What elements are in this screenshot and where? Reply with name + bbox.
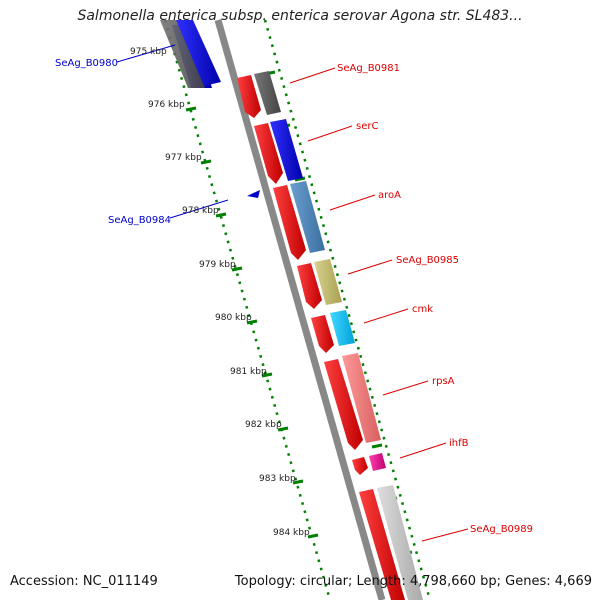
label-callout-lines bbox=[116, 44, 469, 542]
gene-label-rpsA[interactable]: rpsA bbox=[432, 376, 455, 387]
gene-label-ihfB[interactable]: ihfB bbox=[449, 438, 469, 449]
gene-label-cmk[interactable]: cmk bbox=[412, 304, 433, 315]
gene-SeAg_B0981-block[interactable] bbox=[237, 71, 281, 118]
genome-title: Salmonella enterica subsp. enterica sero… bbox=[77, 8, 523, 24]
ruler-label-3: 978 kbp bbox=[182, 206, 219, 216]
gene-SeAg_B0989-block[interactable] bbox=[359, 485, 423, 600]
ruler-label-1: 976 kbp bbox=[148, 100, 185, 110]
genome-stats-label: Topology: circular; Length: 4,798,660 bp… bbox=[234, 574, 592, 589]
outer-ring-right bbox=[263, 19, 432, 601]
gene-ihfB-block[interactable] bbox=[352, 453, 386, 475]
gene-label-SeAg_B0985[interactable]: SeAg_B0985 bbox=[396, 255, 459, 266]
gene-label-serC[interactable]: serC bbox=[356, 121, 378, 132]
gene-labels: SeAg_B0980 SeAg_B0984 SeAg_B0981 serC ar… bbox=[55, 58, 533, 535]
ruler-label-8: 983 kbp bbox=[259, 474, 296, 484]
gene-SeAg_B0980-block[interactable] bbox=[160, 20, 221, 88]
gene-label-aroA[interactable]: aroA bbox=[378, 190, 401, 201]
ruler-label-6: 981 kbp bbox=[230, 367, 267, 377]
ruler-label-7: 982 kbp bbox=[245, 420, 282, 430]
gene-label-SeAg_B0980[interactable]: SeAg_B0980 bbox=[55, 58, 118, 69]
genome-backbone bbox=[214, 19, 386, 601]
ruler-label-0: 975 kbp bbox=[130, 47, 167, 57]
ruler-label-5: 980 kbp bbox=[215, 313, 252, 323]
ruler-label-4: 979 kbp bbox=[199, 260, 236, 270]
gene-SeAg_B0984-marker[interactable] bbox=[247, 190, 260, 198]
gene-cmk-block[interactable] bbox=[311, 310, 355, 353]
gene-label-SeAg_B0989[interactable]: SeAg_B0989 bbox=[470, 524, 533, 535]
gene-aroA-block[interactable] bbox=[273, 181, 325, 260]
outer-ring-left bbox=[163, 19, 332, 601]
ruler-labels: 975 kbp 976 kbp 977 kbp 978 kbp 979 kbp … bbox=[130, 47, 310, 538]
gene-label-SeAg_B0981[interactable]: SeAg_B0981 bbox=[337, 63, 400, 74]
accession-label: Accession: NC_011149 bbox=[10, 574, 158, 589]
gene-label-SeAg_B0984[interactable]: SeAg_B0984 bbox=[108, 215, 171, 226]
ruler-label-9: 984 kbp bbox=[273, 528, 310, 538]
ruler-label-2: 977 kbp bbox=[165, 153, 202, 163]
gene-rpsA-block[interactable] bbox=[324, 353, 381, 450]
gene-serC-block[interactable] bbox=[254, 119, 303, 184]
gene-SeAg_B0985-block[interactable] bbox=[297, 259, 342, 309]
